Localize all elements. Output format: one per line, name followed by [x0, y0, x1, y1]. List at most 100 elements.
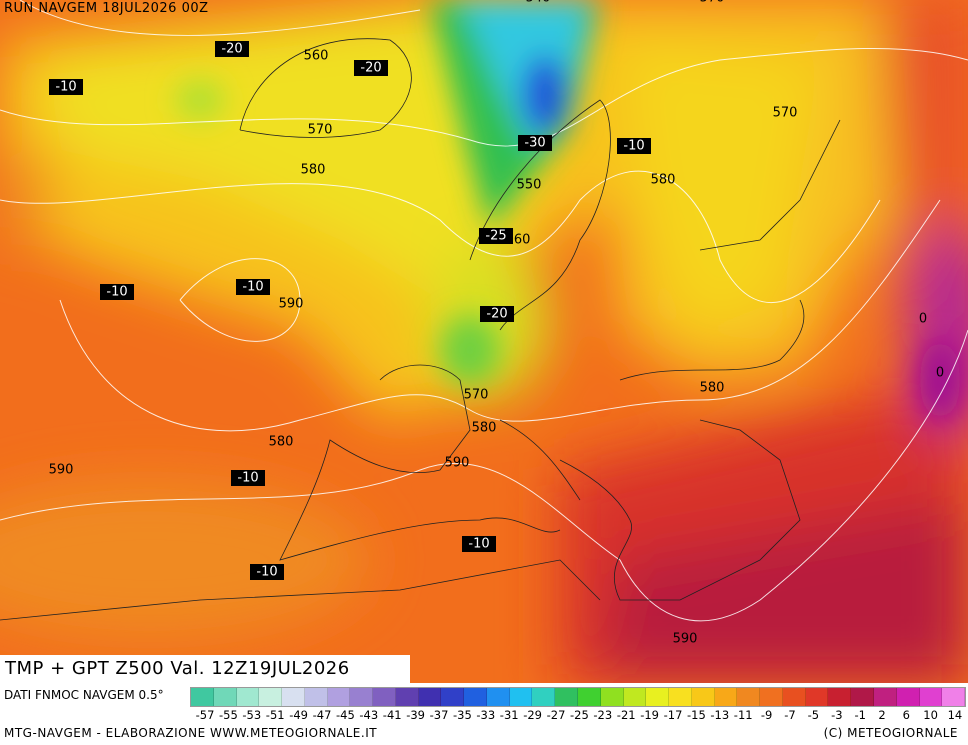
scale-label: -49 [289, 708, 308, 722]
color-swatch [213, 688, 237, 706]
copyright: (C) METEOGIORNALE [823, 726, 958, 740]
scale-label: -23 [593, 708, 613, 722]
color-swatch [259, 688, 283, 706]
height-label: 0 [919, 312, 927, 327]
scale-label: -47 [312, 708, 332, 722]
height-label: 580 [472, 421, 497, 436]
color-swatch [236, 688, 260, 706]
color-swatch [714, 688, 738, 706]
scale-label: -31 [499, 708, 519, 722]
color-swatch [578, 688, 601, 706]
color-swatch [486, 688, 510, 706]
label-box [480, 306, 514, 322]
height-label: 0 [936, 366, 944, 381]
height-label: 590 [279, 297, 304, 312]
color-swatch [669, 688, 692, 706]
scale-label: -15 [686, 708, 706, 722]
height-label: 580 [651, 173, 676, 188]
map: 540 570 -20 560 -20 -10 570 -30 -10 570 580 580 550 -… [0, 0, 968, 683]
temperature-label: -20 [360, 61, 381, 76]
scale-label: -17 [663, 708, 683, 722]
height-label: 590 [673, 632, 698, 647]
scale-label: -35 [452, 708, 472, 722]
scale-label: -13 [710, 708, 730, 722]
color-swatch [509, 688, 533, 706]
label-box [250, 564, 284, 580]
color-swatch [191, 688, 214, 706]
color-swatch [282, 688, 305, 706]
color-swatch [395, 688, 419, 706]
height-label: 590 [445, 456, 470, 471]
scale-label: -41 [382, 708, 402, 722]
scale-label: 14 [947, 708, 963, 722]
scale-label: -27 [546, 708, 566, 722]
height-label: 570 [700, 0, 725, 6]
scale-label: -37 [429, 708, 449, 722]
scale-label: -55 [218, 708, 238, 722]
color-swatch [896, 688, 920, 706]
height-label: 580 [269, 435, 294, 450]
temperature-label: -20 [486, 307, 507, 322]
color-swatch [646, 688, 670, 706]
color-swatch [782, 688, 806, 706]
temperature-label: -10 [242, 280, 263, 295]
scale-label: -39 [406, 708, 425, 722]
color-swatch [805, 688, 829, 706]
color-swatch [418, 688, 442, 706]
scale-label: -29 [523, 708, 542, 722]
color-swatch [532, 688, 556, 706]
color-swatch [441, 688, 465, 706]
color-swatch [464, 688, 487, 706]
color-swatch [919, 688, 943, 706]
label-box [462, 536, 496, 552]
contour-labels: 540 570 -20 560 -20 -10 570 -30 -10 570 580 580 550 -… [49, 0, 945, 647]
color-swatch [760, 688, 783, 706]
scale-label: -11 [733, 708, 753, 722]
temperature-label: -25 [485, 229, 506, 244]
scale-label: -57 [195, 708, 215, 722]
height-label: 590 [49, 463, 74, 478]
temperature-label: -10 [468, 537, 489, 552]
temperature-label: -30 [524, 136, 545, 151]
label-box [479, 228, 513, 244]
color-swatch [851, 688, 874, 706]
scale-label: 10 [923, 708, 938, 722]
height-label: 560 [304, 49, 329, 64]
scale-label: -19 [640, 708, 659, 722]
label-box [215, 41, 249, 57]
scale-label: -7 [784, 708, 796, 722]
color-swatch [600, 688, 624, 706]
temperature-label: -10 [623, 139, 644, 154]
label-box [236, 279, 270, 295]
scale-label: -25 [569, 708, 589, 722]
label-box [100, 284, 134, 300]
color-swatch [304, 688, 328, 706]
color-swatch [942, 688, 966, 706]
height-label: 580 [700, 381, 725, 396]
color-swatch [873, 688, 897, 706]
run-info: RUN NAVGEM 18JUL2026 00Z [4, 1, 209, 16]
height-label: 570 [773, 106, 798, 121]
scale-label: 6 [902, 708, 910, 722]
height-label: 540 [526, 0, 551, 6]
color-swatch [691, 688, 715, 706]
scale-label: -53 [242, 708, 262, 722]
color-swatch [828, 688, 852, 706]
scale-label: -45 [335, 708, 355, 722]
color-swatch [623, 688, 647, 706]
scale-label: 2 [878, 708, 886, 722]
height-label: 550 [517, 178, 542, 193]
temperature-label: -10 [256, 565, 277, 580]
height-label: 570 [308, 123, 333, 138]
data-source: DATI FNMOC NAVGEM 0.5° [4, 688, 164, 702]
height-label: 560 [506, 233, 531, 248]
temperature-label: -20 [221, 42, 242, 57]
color-swatch [555, 688, 579, 706]
credit: MTG-NAVGEM - ELABORAZIONE WWW.METEOGIORN… [4, 726, 378, 740]
color-swatch [327, 688, 351, 706]
label-box [354, 60, 388, 76]
scale-label: -9 [760, 708, 773, 722]
scale-label: -33 [476, 708, 496, 722]
scale-label: -1 [854, 708, 866, 722]
scale-label: -21 [616, 708, 636, 722]
